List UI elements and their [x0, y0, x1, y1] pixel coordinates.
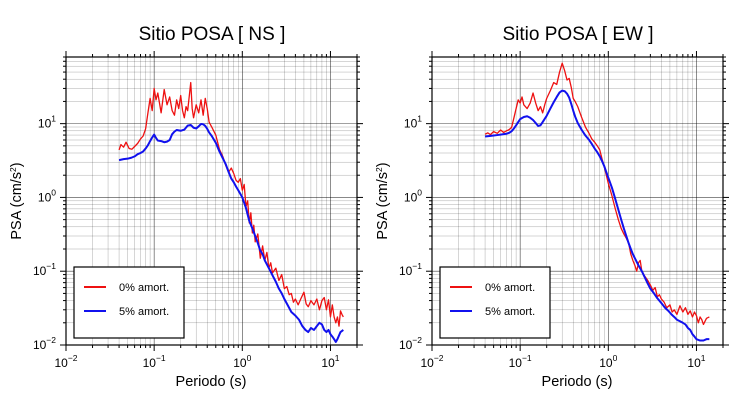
x-ticks-ns: 10−2 10−1 100 101	[54, 51, 358, 370]
chart-panel-ew: Sitio POSA [ EW ] 10−2 10−1 100 101 10−210−…	[374, 24, 729, 390]
y-tick-label: 10−1	[33, 261, 56, 278]
y-tick-label: 10−1	[399, 261, 422, 278]
y-tick-label: 101	[404, 114, 422, 131]
legend-label-undamped-ew: 0% amort.	[485, 282, 535, 294]
y-tick-label: 100	[38, 187, 56, 204]
x-tick-label: 10−2	[54, 353, 77, 370]
plot-ew	[484, 62, 710, 342]
y-tick-label: 10−2	[33, 335, 56, 352]
x-tick-label: 10−2	[420, 353, 443, 370]
x-tick-label: 100	[599, 353, 617, 370]
plot-ns	[118, 81, 344, 343]
chart-panel-ns: Sitio POSA [ NS ] 10−2 10−1 100 101 10−210−…	[8, 24, 363, 390]
y-ticks-ns: 10−2 10−1 100 101	[33, 56, 363, 352]
y-tick-label: 10−2	[399, 335, 422, 352]
legend-label-damped-ns: 5% amort.	[119, 306, 169, 318]
chart-title-ew: Sitio POSA [ EW ]	[503, 24, 654, 45]
series-line-undamped-ns	[118, 81, 344, 327]
legend-label-damped-ew: 5% amort.	[485, 306, 535, 318]
x-tick-label: 100	[233, 353, 251, 370]
legend-ew: 0% amort. 5% amort.	[439, 266, 551, 339]
y-tick-label: 101	[38, 114, 56, 131]
y-axis-label-ew: PSA (cm/s2)	[374, 162, 391, 239]
x-axis-label-ns: Periodo (s)	[176, 374, 247, 390]
chart-title-ns: Sitio POSA [ NS ]	[139, 24, 286, 45]
x-axis-label-ew: Periodo (s)	[542, 374, 613, 390]
series-line-damped-ns	[118, 122, 344, 343]
y-tick-label: 100	[404, 187, 422, 204]
series-line-damped-ew	[484, 89, 710, 342]
x-tick-label: 10−1	[509, 353, 532, 370]
x-tick-label: 101	[321, 353, 339, 370]
y-ticks-ew: 10−2 10−1 100 101	[399, 56, 729, 352]
legend-label-undamped-ns: 0% amort.	[119, 282, 169, 294]
legend-box-ns	[73, 266, 185, 339]
x-tick-label: 101	[687, 353, 705, 370]
legend-ns: 0% amort. 5% amort.	[73, 266, 185, 339]
x-tick-label: 10−1	[143, 353, 166, 370]
x-ticks-ew: 10−2 10−1 100 101	[420, 51, 724, 370]
y-axis-label-ns: PSA (cm/s2)	[8, 162, 25, 239]
legend-box-ew	[439, 266, 551, 339]
